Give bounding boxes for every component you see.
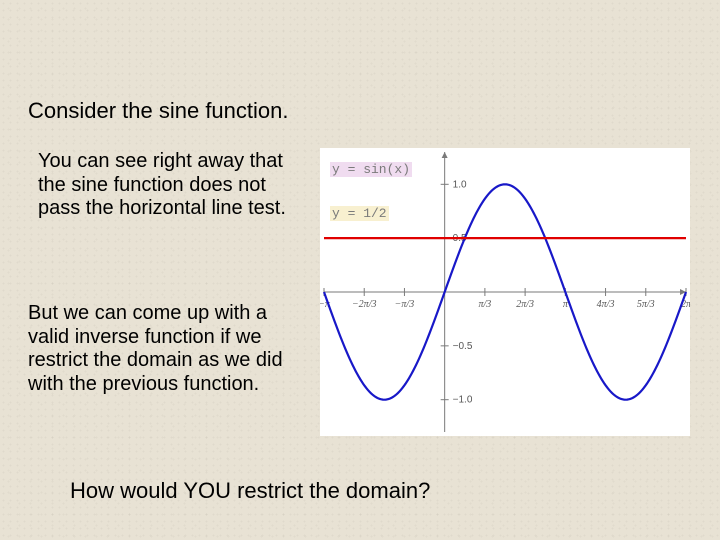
svg-text:4π/3: 4π/3: [597, 299, 615, 310]
svg-text:−2π/3: −2π/3: [352, 299, 377, 310]
slide-title: Consider the sine function.: [28, 98, 289, 124]
svg-text:−1.0: −1.0: [453, 395, 473, 406]
legend-sin: y = sin(x): [330, 162, 412, 177]
svg-text:−0.5: −0.5: [453, 341, 473, 352]
legend-half: y = 1/2: [330, 206, 389, 221]
svg-text:5π/3: 5π/3: [637, 299, 655, 310]
chart-svg: −π−2π/3−π/3π/32π/3π4π/35π/32π1.00.5−0.5−…: [320, 148, 690, 436]
paragraph-1: You can see right away that the sine fun…: [38, 150, 298, 221]
paragraph-2: But we can come up with a valid inverse …: [28, 302, 308, 396]
svg-text:1.0: 1.0: [453, 179, 467, 190]
svg-text:π/3: π/3: [478, 299, 491, 310]
sine-chart: y = sin(x) y = 1/2 −π−2π/3−π/3π/32π/3π4π…: [320, 148, 690, 436]
svg-text:−π/3: −π/3: [395, 299, 415, 310]
svg-text:2π/3: 2π/3: [516, 299, 534, 310]
footer-question: How would YOU restrict the domain?: [70, 478, 430, 504]
